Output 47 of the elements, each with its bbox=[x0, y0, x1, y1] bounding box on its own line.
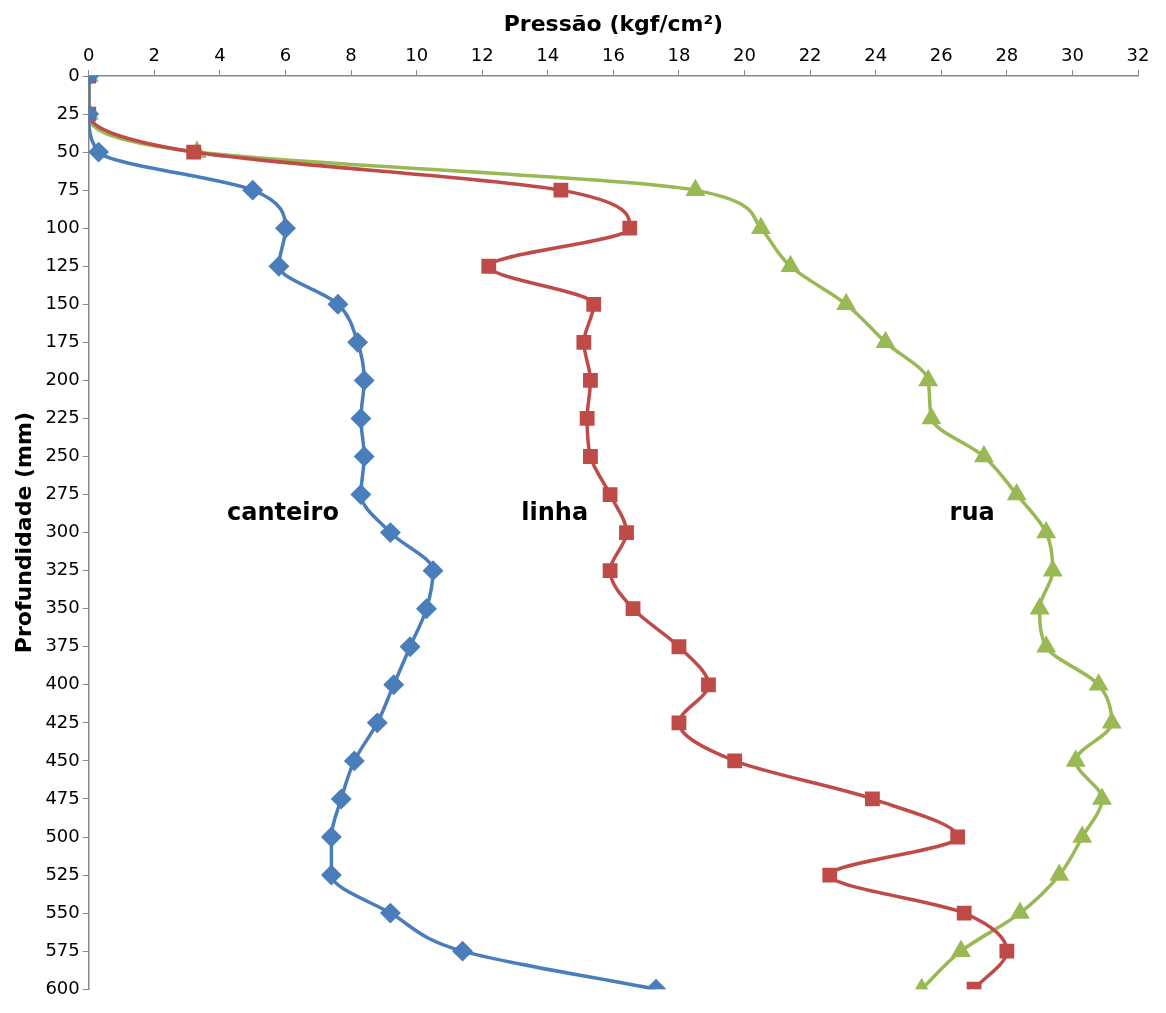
y-tick-label: 100 bbox=[45, 215, 80, 237]
y-tick-label: 175 bbox=[45, 330, 80, 352]
y-tick-label: 425 bbox=[45, 710, 80, 732]
x-tick-label: 12 bbox=[470, 43, 494, 65]
y-axis-title: Profundidade (mm) bbox=[10, 412, 36, 654]
y-tick-label: 150 bbox=[45, 291, 80, 313]
y-tick-label: 225 bbox=[45, 406, 80, 428]
series-label: linha bbox=[521, 497, 589, 526]
y-tick-label: 250 bbox=[45, 444, 80, 466]
series-label: rua bbox=[949, 497, 995, 526]
y-tick-label: 550 bbox=[45, 900, 80, 922]
x-tick-label: 4 bbox=[214, 43, 226, 65]
y-tick-label: 500 bbox=[45, 824, 80, 846]
y-tick-label: 75 bbox=[56, 177, 80, 199]
x-tick-label: 8 bbox=[345, 43, 357, 65]
x-tick-label: 10 bbox=[405, 43, 429, 65]
y-tick-label: 525 bbox=[45, 862, 80, 884]
y-tick-label: 300 bbox=[45, 520, 80, 542]
y-tick-label: 475 bbox=[45, 786, 80, 808]
y-tick-label: 275 bbox=[45, 482, 80, 504]
y-tick-label: 25 bbox=[56, 101, 80, 123]
y-tick-label: 575 bbox=[45, 938, 80, 960]
y-tick-label: 325 bbox=[45, 558, 80, 580]
x-tick-label: 26 bbox=[929, 43, 953, 65]
x-tick-label: 24 bbox=[864, 43, 888, 65]
x-axis-title: Pressão (kgf/cm²) bbox=[503, 10, 724, 36]
x-tick-label: 6 bbox=[279, 43, 292, 65]
y-tick-label: 375 bbox=[45, 634, 80, 656]
y-tick-label: 50 bbox=[56, 139, 80, 161]
x-tick-label: 16 bbox=[601, 43, 625, 65]
y-tick-label: 200 bbox=[45, 368, 80, 390]
x-tick-label: 14 bbox=[536, 43, 560, 65]
x-tick-label: 32 bbox=[1126, 43, 1150, 65]
x-tick-label: 2 bbox=[148, 43, 161, 65]
x-tick-label: 22 bbox=[798, 43, 822, 65]
y-tick-label: 350 bbox=[45, 596, 80, 618]
x-tick-label: 0 bbox=[83, 43, 95, 65]
y-tick-label: 125 bbox=[45, 253, 80, 275]
x-tick-label: 28 bbox=[995, 43, 1019, 65]
y-tick-label: 400 bbox=[45, 672, 80, 694]
x-tick-label: 18 bbox=[667, 43, 691, 65]
y-tick-label: 0 bbox=[68, 63, 80, 85]
series-label: canteiro bbox=[227, 497, 339, 526]
y-tick-label: 450 bbox=[45, 748, 80, 770]
x-tick-label: 30 bbox=[1060, 43, 1084, 65]
x-tick-label: 20 bbox=[733, 43, 756, 65]
y-tick-label: 600 bbox=[45, 976, 80, 998]
